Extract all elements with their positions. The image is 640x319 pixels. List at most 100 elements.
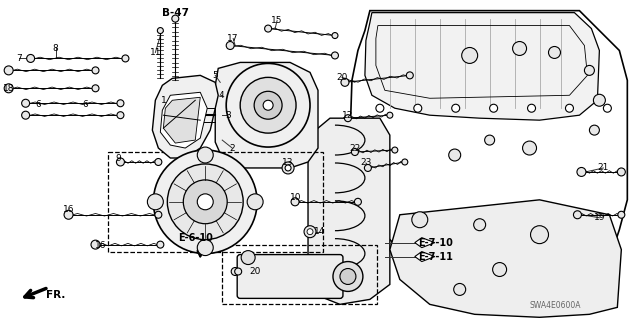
Bar	[335, 244, 365, 265]
Text: 20: 20	[336, 73, 348, 82]
Text: B-47: B-47	[162, 8, 189, 18]
Circle shape	[172, 15, 179, 22]
Text: 23: 23	[360, 159, 372, 167]
Circle shape	[92, 67, 99, 74]
Text: 10: 10	[291, 193, 302, 202]
Circle shape	[231, 268, 239, 276]
Circle shape	[183, 180, 227, 224]
Circle shape	[584, 65, 595, 75]
Bar	[335, 130, 365, 152]
Circle shape	[604, 104, 611, 112]
Circle shape	[618, 168, 625, 176]
Circle shape	[197, 194, 213, 210]
Bar	[335, 168, 365, 190]
Circle shape	[226, 41, 234, 49]
Text: 18: 18	[3, 84, 15, 93]
Text: 21: 21	[598, 163, 609, 173]
Circle shape	[474, 219, 486, 231]
Circle shape	[304, 226, 316, 238]
Circle shape	[332, 33, 338, 39]
Text: 4: 4	[218, 91, 224, 100]
Circle shape	[392, 147, 398, 153]
Text: 2: 2	[229, 144, 235, 152]
Circle shape	[414, 104, 422, 112]
Circle shape	[344, 115, 351, 122]
Text: 6: 6	[83, 100, 88, 109]
Circle shape	[577, 167, 586, 176]
Circle shape	[332, 52, 339, 59]
Circle shape	[364, 165, 371, 171]
Circle shape	[155, 211, 162, 218]
Text: 11: 11	[150, 48, 161, 57]
Circle shape	[484, 135, 495, 145]
Polygon shape	[365, 13, 600, 120]
Text: 5: 5	[212, 71, 218, 80]
Text: 19: 19	[594, 213, 605, 222]
Polygon shape	[161, 92, 207, 148]
Circle shape	[291, 198, 299, 206]
Text: 3: 3	[225, 111, 231, 120]
Text: 9: 9	[116, 153, 122, 162]
Circle shape	[376, 104, 384, 112]
Circle shape	[340, 269, 356, 285]
Circle shape	[226, 63, 310, 147]
Text: E-6-10: E-6-10	[178, 233, 212, 243]
Circle shape	[355, 198, 362, 205]
Bar	[108, 152, 323, 252]
Circle shape	[490, 104, 498, 112]
Circle shape	[573, 211, 581, 219]
Circle shape	[197, 240, 213, 256]
Circle shape	[197, 147, 213, 163]
Circle shape	[4, 66, 13, 75]
Bar	[335, 206, 365, 228]
Circle shape	[147, 194, 163, 210]
Circle shape	[247, 194, 263, 210]
Circle shape	[91, 240, 100, 249]
Text: 16: 16	[63, 205, 74, 214]
Circle shape	[351, 149, 358, 156]
Circle shape	[254, 91, 282, 119]
Text: 14: 14	[314, 227, 326, 236]
Polygon shape	[350, 11, 627, 311]
Text: E-7-10: E-7-10	[419, 238, 453, 248]
Circle shape	[282, 162, 294, 174]
Circle shape	[167, 164, 243, 240]
Circle shape	[92, 85, 99, 92]
Text: E-7-11: E-7-11	[419, 252, 453, 262]
Circle shape	[157, 241, 164, 248]
Circle shape	[593, 94, 605, 106]
Text: 6: 6	[36, 100, 42, 109]
Circle shape	[117, 100, 124, 107]
Circle shape	[493, 263, 507, 277]
Text: 17: 17	[227, 34, 239, 43]
Circle shape	[527, 104, 536, 112]
Circle shape	[522, 141, 536, 155]
Circle shape	[531, 226, 548, 244]
Circle shape	[155, 159, 162, 166]
Polygon shape	[163, 97, 200, 143]
Circle shape	[452, 104, 460, 112]
Circle shape	[235, 268, 242, 275]
Circle shape	[22, 111, 29, 119]
Text: FR.: FR.	[46, 290, 65, 300]
Circle shape	[157, 27, 163, 33]
Circle shape	[307, 229, 313, 235]
Circle shape	[548, 47, 561, 58]
Circle shape	[618, 211, 625, 218]
Text: 16: 16	[95, 241, 106, 250]
Text: 8: 8	[52, 44, 58, 53]
Bar	[222, 245, 377, 304]
Circle shape	[154, 150, 257, 254]
Polygon shape	[390, 200, 621, 317]
Circle shape	[122, 55, 129, 62]
Text: 13: 13	[282, 159, 294, 167]
Circle shape	[285, 165, 291, 171]
Circle shape	[461, 48, 477, 63]
Polygon shape	[308, 118, 390, 304]
Text: SWA4E0600A: SWA4E0600A	[530, 301, 581, 310]
Circle shape	[240, 78, 296, 133]
Polygon shape	[415, 252, 435, 262]
Circle shape	[406, 72, 413, 79]
Polygon shape	[415, 238, 435, 248]
Text: 22: 22	[349, 144, 360, 152]
